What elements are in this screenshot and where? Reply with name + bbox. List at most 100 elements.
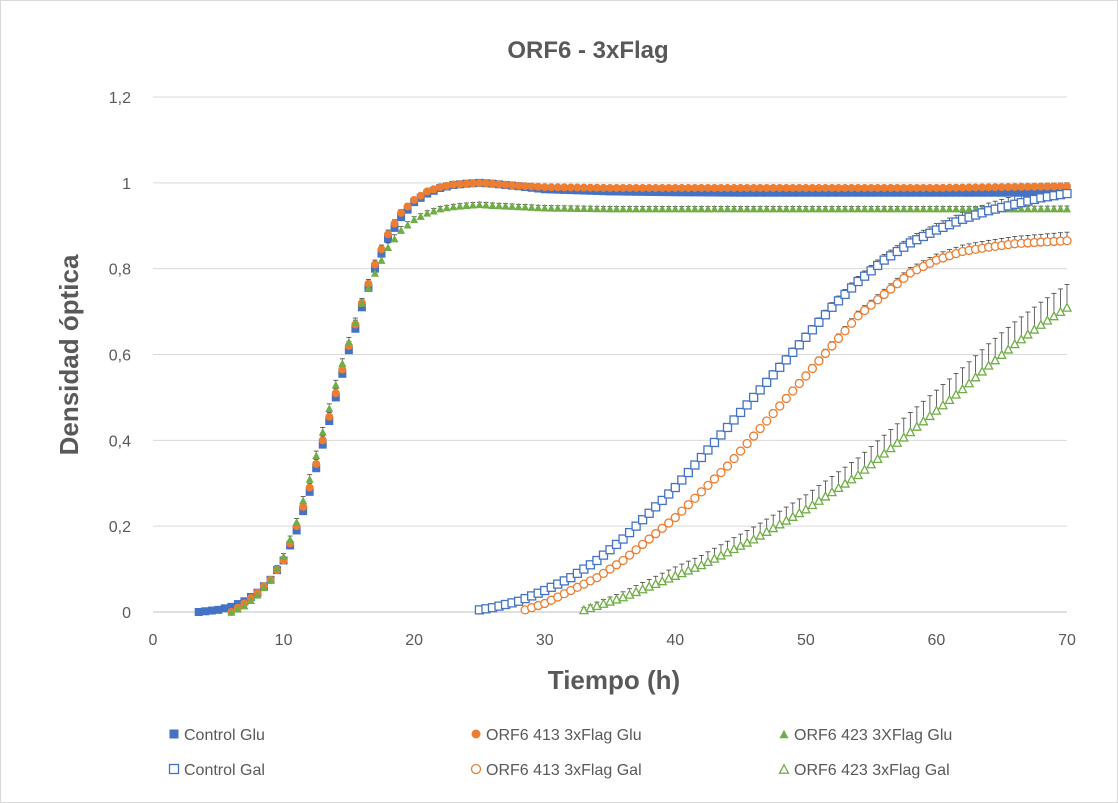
data-point [292, 526, 301, 535]
data-point [605, 564, 615, 574]
data-point [606, 183, 614, 192]
data-point [996, 349, 1007, 359]
data-point [331, 389, 340, 398]
data-point [651, 529, 661, 539]
data-point [619, 204, 628, 213]
data-point [808, 188, 817, 197]
data-point [416, 191, 425, 200]
data-point [716, 183, 725, 192]
data-point [436, 204, 445, 213]
data-point [670, 570, 681, 580]
y-tick-label: 0,8 [109, 262, 131, 279]
data-point [677, 188, 686, 197]
y-axis-title: Densidad óptica [54, 254, 84, 455]
data-point [905, 426, 916, 437]
data-point [703, 188, 712, 197]
y-tick-label: 0,6 [109, 348, 131, 365]
data-point [651, 188, 660, 197]
data-point [612, 183, 621, 192]
data-point [1023, 182, 1032, 191]
y-tick-label: 1,2 [109, 90, 131, 107]
data-point [586, 183, 595, 192]
data-point [932, 183, 941, 192]
data-point [859, 305, 870, 316]
data-point [768, 408, 778, 419]
data-point [860, 204, 869, 213]
y-tick-label: 0 [122, 605, 131, 622]
data-point [501, 201, 510, 210]
data-point [644, 508, 654, 518]
data-point [689, 562, 700, 572]
data-point [586, 204, 595, 213]
data-point [683, 500, 693, 510]
data-point [357, 303, 366, 312]
data-point [730, 204, 739, 213]
data-point [598, 550, 609, 560]
data-point [880, 183, 889, 192]
data-point [683, 467, 693, 478]
data-point [762, 416, 772, 426]
data-point [945, 183, 954, 192]
y-tick-label: 0,4 [109, 433, 131, 450]
data-point [508, 202, 517, 210]
data-point [279, 552, 288, 561]
data-point [625, 183, 634, 192]
data-point [788, 347, 798, 358]
data-point [632, 204, 641, 213]
data-point [690, 188, 699, 197]
data-point [637, 515, 648, 525]
data-point [370, 264, 379, 273]
data-point [410, 215, 419, 224]
data-point [377, 256, 386, 264]
data-point [468, 179, 477, 188]
data-point [710, 204, 719, 213]
data-point [788, 188, 797, 197]
data-point [671, 188, 680, 197]
data-point [833, 333, 844, 344]
legend-marker [168, 763, 180, 775]
data-point [390, 223, 399, 232]
data-point [521, 182, 530, 191]
data-point [709, 437, 720, 448]
data-point [879, 289, 889, 300]
data-point [1062, 236, 1072, 246]
data-point [644, 534, 654, 544]
data-point [462, 179, 471, 188]
data-point [253, 591, 262, 599]
data-point [963, 377, 975, 388]
data-point [846, 318, 857, 329]
data-point [918, 415, 929, 426]
data-point [657, 575, 668, 586]
data-point [769, 204, 778, 213]
data-point [742, 537, 753, 547]
data-point [703, 445, 713, 455]
data-point [867, 188, 876, 197]
data-point [814, 317, 824, 327]
data-point [984, 183, 993, 192]
data-point [906, 183, 915, 192]
data-point [919, 188, 928, 197]
data-point [952, 183, 961, 192]
data-point [194, 608, 203, 616]
data-point [710, 188, 719, 197]
data-point [755, 385, 765, 395]
data-point [886, 183, 895, 192]
data-point [207, 606, 216, 615]
data-point [501, 180, 510, 189]
legend-label: ORF6 413 3xFlag Glu [486, 727, 642, 744]
data-point [722, 422, 733, 433]
data-point [991, 183, 1000, 192]
data-point [286, 535, 295, 543]
data-point [637, 583, 648, 594]
data-point [970, 371, 981, 382]
data-point [631, 521, 641, 531]
data-point [1063, 182, 1071, 191]
data-point [677, 204, 686, 213]
data-point [990, 354, 1001, 365]
data-point [769, 188, 778, 197]
data-point [991, 188, 1000, 197]
data-point [651, 502, 661, 512]
data-point [743, 204, 752, 213]
data-point [795, 188, 804, 197]
data-point [423, 187, 432, 196]
